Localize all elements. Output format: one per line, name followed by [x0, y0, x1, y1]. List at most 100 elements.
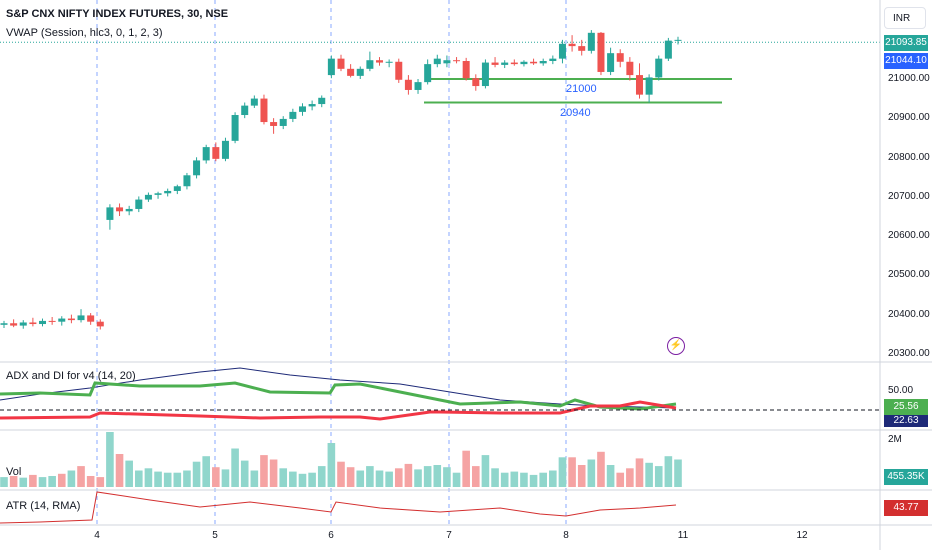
minus-di-line	[0, 400, 677, 421]
volume-indicator-label[interactable]: Vol	[6, 466, 22, 478]
atr-line	[0, 491, 677, 524]
candle-body	[212, 147, 220, 159]
volume-bar	[212, 467, 220, 487]
volume-bar	[385, 471, 393, 487]
atr-line	[0, 491, 677, 524]
volume-bar	[645, 462, 653, 487]
volume-bar	[549, 470, 557, 487]
candle-body	[597, 32, 605, 72]
time-axis-label: 11	[677, 530, 689, 541]
candle-body	[539, 60, 547, 64]
volume-bar	[472, 466, 480, 487]
volume-bar	[192, 461, 201, 487]
candle-body	[385, 61, 393, 63]
candle-body	[250, 98, 258, 106]
atr-value-label: 43.77	[884, 500, 928, 516]
adx-lines	[0, 367, 880, 421]
candle-body	[645, 77, 653, 95]
volume-bar	[558, 457, 567, 487]
adx-indicator-label[interactable]: ADX and DI for v4 (14, 20)	[6, 370, 136, 382]
candle-body	[270, 122, 278, 126]
candle-body	[260, 98, 268, 123]
candle-body	[472, 78, 480, 87]
volume-bar	[327, 443, 336, 487]
candle-body	[664, 40, 672, 59]
atr-indicator-label[interactable]: ATR (14, RMA)	[6, 500, 81, 512]
time-axis-label: 5	[212, 530, 218, 541]
volume-bar	[500, 472, 509, 487]
lightning-alert-icon[interactable]: ⚡	[667, 337, 685, 355]
vwap-indicator-label[interactable]: VWAP (Session, hlc3, 0, 1, 2, 3)	[6, 27, 163, 39]
volume-bar	[144, 468, 153, 487]
candle-body	[337, 58, 345, 69]
candle-body	[202, 147, 210, 161]
plus-di-value-label: 25.56	[884, 399, 928, 415]
candle-body	[481, 62, 489, 87]
volume-bar	[48, 476, 56, 487]
time-axis-label: 7	[446, 530, 452, 541]
volume-bar	[366, 466, 374, 487]
volume-bar	[375, 470, 384, 487]
volume-bar	[520, 472, 528, 487]
volume-bar	[135, 470, 143, 487]
time-axis-label: 12	[796, 530, 808, 541]
candle-body	[414, 82, 422, 90]
volume-bar	[260, 455, 268, 487]
candle-body	[164, 190, 172, 194]
candle-body	[48, 320, 56, 322]
volume-bar	[9, 476, 18, 487]
volume-bar	[183, 470, 191, 487]
price-tick: 20400.00	[888, 309, 930, 320]
candle-body	[558, 43, 566, 59]
candle-body	[116, 207, 124, 212]
candle-body	[424, 64, 432, 83]
candle-body	[39, 320, 47, 325]
candle-body	[67, 318, 75, 321]
candle-body	[395, 61, 403, 80]
candle-body	[626, 61, 634, 76]
horizontal-levels[interactable]	[424, 78, 732, 104]
volume-bar	[125, 460, 133, 487]
volume-bars	[0, 432, 682, 487]
volume-bar	[298, 473, 307, 487]
volume-bar	[115, 454, 124, 487]
candle-body	[568, 43, 576, 47]
price-tick: 20800.00	[888, 152, 930, 163]
volume-bar	[154, 471, 162, 487]
candle-body	[77, 315, 85, 321]
price-tick: 20600.00	[888, 230, 930, 241]
volume-bar	[443, 467, 451, 487]
price-tick: 21000.00	[888, 73, 930, 84]
candle-body	[443, 60, 451, 64]
candle-body	[19, 322, 27, 326]
candle-body	[279, 118, 287, 126]
last-price-label: 21093.85	[884, 35, 928, 51]
candle-body	[154, 193, 162, 195]
candle-body	[144, 194, 152, 200]
volume-bar	[664, 456, 673, 487]
candle-body	[125, 208, 133, 212]
currency-selector[interactable]: INR	[884, 7, 926, 29]
price-tick: 20700.00	[888, 191, 930, 202]
volume-bar	[462, 450, 470, 487]
plus-di-line	[0, 381, 677, 411]
candle-body	[433, 58, 441, 65]
volume-bar	[221, 469, 230, 487]
candle-body	[231, 115, 239, 141]
volume-bar	[96, 477, 105, 487]
candle-body	[356, 68, 364, 76]
volume-bar	[356, 470, 365, 487]
volume-bar	[577, 465, 586, 487]
candle-body	[453, 60, 461, 62]
candle-body	[173, 186, 181, 191]
candle-body	[0, 323, 8, 325]
time-axis-label: 6	[328, 530, 334, 541]
volume-bar	[529, 474, 538, 487]
adx-axis-tick: 50.00	[888, 385, 914, 396]
volume-bar	[240, 460, 249, 487]
volume-bar	[423, 466, 432, 487]
volume-bar	[308, 472, 316, 487]
chart-title: S&P CNX NIFTY INDEX FUTURES, 30, NSE	[6, 8, 229, 20]
level-label-20940: 20940	[560, 107, 591, 119]
